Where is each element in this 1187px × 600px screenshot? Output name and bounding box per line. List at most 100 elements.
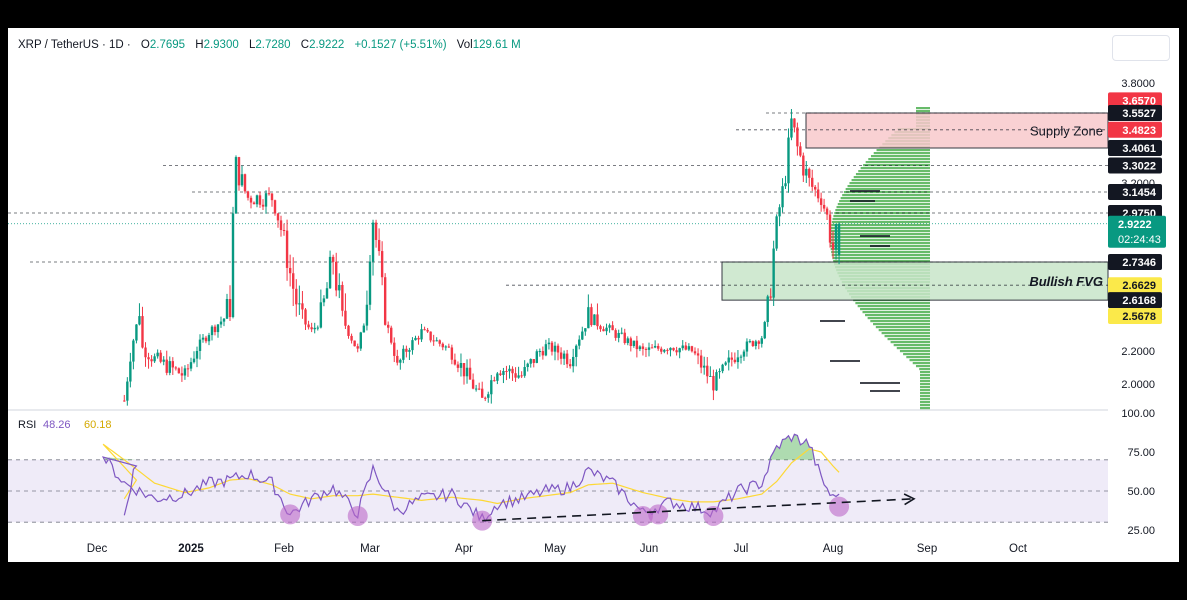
candle-body: [341, 284, 344, 311]
candle-body: [328, 256, 332, 289]
candle-body: [678, 348, 681, 353]
candle-body: [669, 347, 672, 351]
rsi-pivot-marker: [347, 505, 368, 526]
candle-body: [144, 347, 147, 358]
candle-body: [374, 222, 378, 240]
volume-profile-bar: [884, 335, 930, 338]
candle-body: [793, 118, 796, 128]
candle-body: [578, 339, 581, 346]
volume-profile-bar: [851, 179, 930, 182]
candle-body: [816, 189, 820, 199]
candle-body: [754, 341, 758, 347]
candle-body: [587, 307, 590, 329]
volume-profile-bar: [920, 404, 930, 407]
candle-body: [285, 230, 289, 268]
close-label: C: [300, 39, 310, 51]
candle-body: [629, 338, 633, 346]
candle-body: [757, 341, 761, 344]
volume-profile-bar: [867, 317, 930, 320]
candle-body: [261, 204, 265, 207]
candle-body: [632, 340, 636, 346]
volume-profile-bar: [831, 221, 930, 224]
candle-body: [356, 346, 359, 349]
candle-body: [368, 261, 372, 305]
volume-profile-bar: [847, 185, 930, 188]
price-level-tag: [1108, 92, 1162, 109]
price-tick-label: 2.2000: [1121, 346, 1155, 358]
volume-profile-bar: [835, 209, 930, 212]
bullish-fvg-label: Bullish FVG: [1029, 274, 1103, 289]
candle-body: [617, 332, 620, 338]
candle-body: [359, 332, 362, 349]
candle-body: [276, 213, 280, 221]
candle-body: [825, 208, 829, 215]
candle-body: [279, 220, 283, 231]
candle-body: [781, 186, 784, 208]
time-tick-label: Sep: [917, 543, 937, 555]
price-level-tag-label: 3.5527: [1122, 108, 1156, 120]
rsi-pivot-marker: [829, 496, 850, 517]
candle-body: [635, 340, 639, 350]
symbol-label[interactable]: XRP / TetherUS · 1D ·: [18, 39, 131, 51]
candle-body: [383, 277, 387, 325]
rsi-trendline: [482, 498, 915, 522]
volume-profile-bar: [833, 260, 930, 263]
volume-profile-bar: [853, 176, 930, 179]
candle-body: [663, 349, 666, 352]
price-level-tag-label: 3.4823: [1122, 125, 1156, 137]
change-value: +0.1527 (+5.51%): [354, 39, 447, 51]
price-level-tag: [1108, 292, 1162, 309]
volume-profile-bar: [920, 398, 930, 401]
candle-body: [487, 394, 490, 398]
rsi-tick-label: 75.00: [1127, 447, 1155, 459]
candle-body: [180, 373, 184, 376]
candle-body: [556, 345, 560, 353]
candle-body: [650, 347, 654, 349]
chart-options-button[interactable]: [1112, 35, 1170, 61]
time-axis: Dec 2025 Feb Mar Apr May Jun Jul Aug Sep Oct: [87, 543, 1028, 555]
candle-body: [322, 298, 326, 303]
volume-profile-bar: [831, 224, 930, 227]
low-value: 2.7280: [255, 39, 291, 51]
candle-body: [371, 222, 375, 262]
candle-body: [623, 332, 626, 344]
candle-body: [171, 361, 175, 368]
candle-body: [742, 351, 746, 357]
candle-body: [132, 340, 135, 362]
rsi-title: RSI: [18, 419, 36, 431]
candle-body: [380, 251, 384, 278]
volume-profile-bar: [915, 365, 930, 368]
candle-body: [508, 368, 511, 372]
candle-body: [547, 342, 551, 345]
candle-body: [316, 327, 319, 329]
candle-body: [411, 340, 414, 351]
candle-body: [168, 361, 171, 373]
candle-body: [837, 223, 841, 255]
candle-body: [414, 337, 417, 341]
volume-profile-bar: [845, 188, 930, 191]
candle-body: [307, 324, 310, 328]
price-level-tag-label: 3.4061: [1122, 143, 1156, 155]
rsi-tick-label: 100.00: [1121, 408, 1155, 420]
time-tick-label: Jul: [734, 543, 749, 555]
candle-body: [292, 273, 295, 289]
volume-profile-bar: [870, 155, 930, 158]
candle-body: [822, 204, 826, 209]
candle-body: [353, 340, 356, 347]
candle-body: [493, 380, 496, 382]
candle-body: [778, 207, 781, 217]
candle-body: [288, 267, 292, 274]
candle-body: [135, 324, 138, 341]
volume-profile-bar: [916, 107, 930, 110]
candle-body: [559, 352, 563, 359]
volume-profile-bar: [855, 302, 930, 305]
candle-body: [138, 316, 141, 325]
candle-body: [468, 367, 472, 380]
candle-body: [444, 346, 448, 348]
price-axis: 3.80003.20002.20002.00003.65703.55273.48…: [1108, 78, 1166, 391]
volume-profile-bar: [839, 200, 930, 203]
candle-body: [584, 328, 587, 332]
low-label: L: [248, 39, 256, 51]
volume-profile-bar: [863, 164, 930, 167]
